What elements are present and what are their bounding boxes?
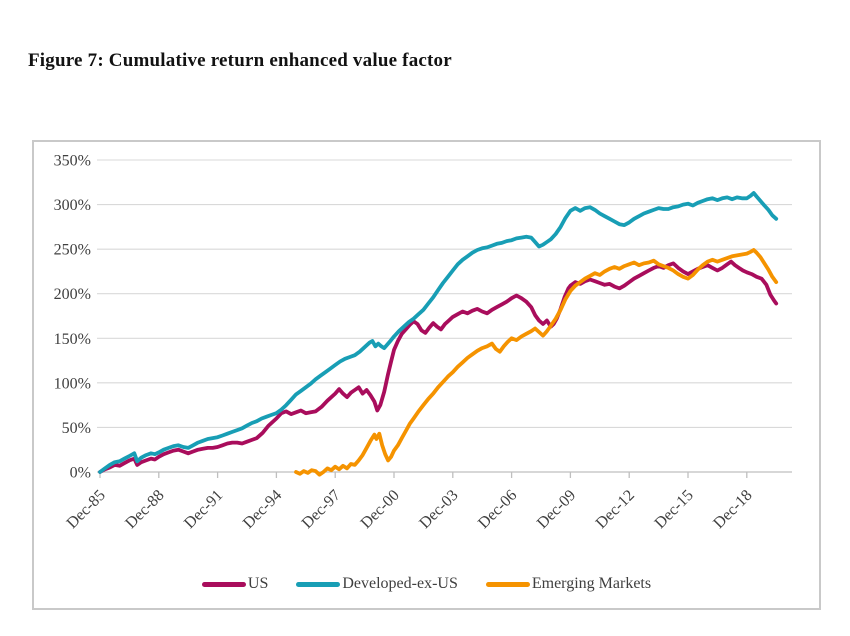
x-axis-tick-label: Dec-15 bbox=[652, 487, 697, 532]
x-axis-tick-label: Dec-00 bbox=[358, 487, 403, 532]
figure-title: Figure 7: Cumulative return enhanced val… bbox=[28, 50, 452, 71]
legend-item-emerging-markets: Emerging Markets bbox=[485, 575, 652, 593]
x-axis-tick-label: Dec-94 bbox=[240, 487, 285, 532]
legend-item-developed-ex-us: Developed-ex-US bbox=[296, 575, 458, 593]
legend-line-swatch bbox=[296, 581, 341, 587]
x-axis-tick-label: Dec-91 bbox=[181, 487, 226, 532]
series-line-emerging-markets bbox=[294, 248, 779, 477]
legend-label: Developed-ex-US bbox=[342, 575, 458, 592]
legend-line-swatch bbox=[485, 581, 530, 587]
x-axis-tick-label: Dec-03 bbox=[416, 487, 461, 532]
x-axis-tick-label: Dec-88 bbox=[122, 487, 167, 532]
x-axis-tick-label: Dec-18 bbox=[710, 487, 755, 532]
legend-line-swatch bbox=[201, 581, 246, 587]
x-axis-tick-label: Dec-06 bbox=[475, 487, 520, 532]
y-axis-tick-label: 0% bbox=[70, 465, 91, 482]
y-axis-tick-label: 300% bbox=[54, 197, 91, 214]
x-axis-tick-label: Dec-09 bbox=[534, 487, 579, 532]
x-axis-tick-label: Dec-12 bbox=[593, 487, 638, 532]
y-axis-tick-label: 150% bbox=[54, 331, 91, 348]
chart-frame: 0% 50% 100% 150% 200% 250% 300% 350% Dec-85 Dec-8… bbox=[32, 140, 821, 610]
y-axis-tick-label: 350% bbox=[54, 153, 91, 170]
y-axis-tick-label: 50% bbox=[62, 420, 91, 437]
y-axis-tick-label: 250% bbox=[54, 242, 91, 259]
legend-item-us: US bbox=[201, 575, 269, 593]
x-axis-tick-label: Dec-85 bbox=[64, 487, 109, 532]
x-axis-tick-label: Dec-97 bbox=[299, 487, 344, 532]
series-line-developed-ex-us bbox=[98, 191, 779, 474]
chart-legend: US Developed-ex-US Emerging Markets bbox=[34, 575, 819, 593]
y-axis-tick-label: 100% bbox=[54, 375, 91, 392]
y-axis-tick-label: 200% bbox=[54, 286, 91, 303]
legend-label: US bbox=[247, 575, 269, 592]
legend-label: Emerging Markets bbox=[531, 575, 652, 592]
cumulative-return-chart: 0% 50% 100% 150% 200% 250% 300% 350% Dec-85 Dec-8… bbox=[54, 153, 792, 532]
